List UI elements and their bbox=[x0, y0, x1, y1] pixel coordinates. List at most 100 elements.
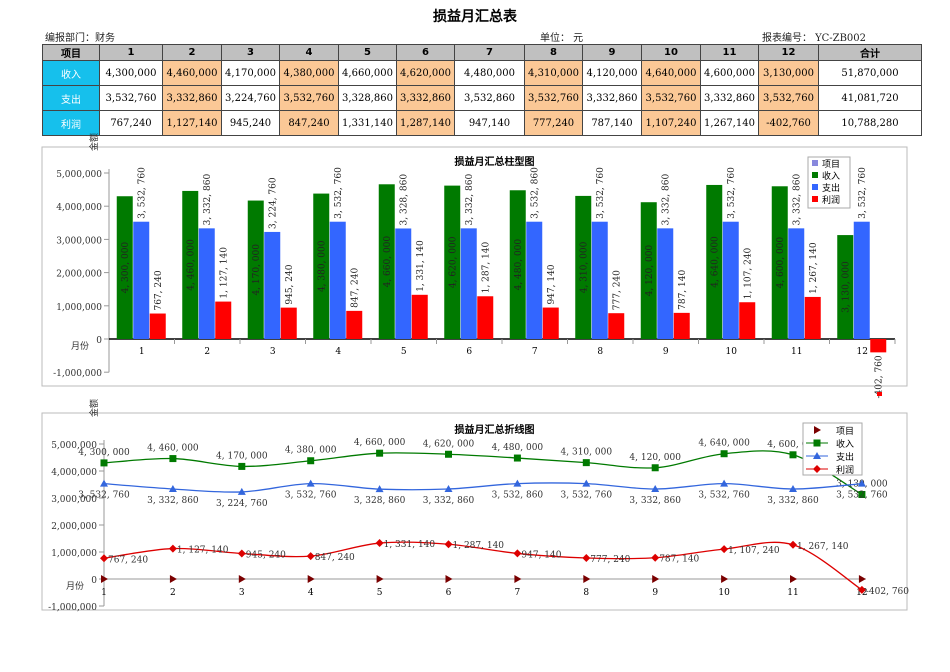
bar-利润 bbox=[739, 302, 756, 339]
legend-label: 收入 bbox=[836, 438, 854, 450]
bar-收入 bbox=[575, 195, 592, 339]
bar-data-label: 3, 332, 860 bbox=[203, 174, 213, 226]
point-利润 bbox=[306, 552, 315, 561]
chart-title: 损益月汇总折线图 bbox=[455, 423, 535, 436]
point-收入 bbox=[858, 490, 866, 498]
unit-label: 单位： 元 bbox=[540, 33, 584, 44]
bar-支出 bbox=[133, 221, 150, 339]
point-支出 bbox=[168, 485, 177, 493]
x-tick-label: 4 bbox=[335, 347, 341, 357]
line-利润 bbox=[103, 541, 863, 591]
y-tick-label: 3,000,000 bbox=[56, 236, 102, 246]
line-data-label: 3, 328, 860 bbox=[354, 496, 406, 506]
bar-支出 bbox=[460, 228, 477, 339]
table-cell: 41,081,720 bbox=[818, 85, 922, 111]
point-利润 bbox=[651, 553, 660, 562]
bar-收入 bbox=[378, 184, 395, 339]
bar-data-label: 4, 480, 000 bbox=[514, 239, 524, 291]
report-number: 报表编号： YC-ZB002 bbox=[762, 33, 867, 44]
table-cell: 3,332,860 bbox=[162, 85, 222, 111]
point-项目 bbox=[238, 575, 246, 583]
point-收入 bbox=[376, 449, 384, 457]
point-支出 bbox=[375, 485, 384, 493]
x-tick-label: 5 bbox=[377, 588, 383, 598]
point-利润 bbox=[100, 554, 108, 563]
line-data-label: 3, 332, 860 bbox=[147, 496, 199, 506]
table-row: 收入 4,300,000 4,460,000 4,170,000 4,380,000 4,… bbox=[42, 60, 922, 86]
legend-overflow-marker bbox=[877, 392, 882, 396]
bar-data-label: 3, 532, 760 bbox=[727, 167, 737, 219]
x-tick-label: 3 bbox=[239, 588, 245, 598]
point-项目 bbox=[376, 575, 384, 583]
legend-swatch bbox=[812, 160, 818, 166]
legend-label: 项目 bbox=[836, 426, 854, 437]
y-tick-label: 1,000,000 bbox=[51, 549, 97, 559]
legend-label: 支出 bbox=[836, 451, 854, 463]
bar-利润 bbox=[870, 339, 887, 353]
point-项目 bbox=[101, 575, 108, 583]
legend-swatch bbox=[812, 184, 818, 190]
table-cell: 51,870,000 bbox=[818, 60, 922, 86]
bar-data-label: 787, 140 bbox=[678, 270, 688, 310]
bar-data-label: 1, 287, 140 bbox=[481, 241, 491, 293]
legend-label: 利润 bbox=[822, 194, 840, 206]
table-cell: 4,620,000 bbox=[396, 60, 455, 86]
bar-data-label: 4, 620, 000 bbox=[448, 236, 458, 288]
point-支出 bbox=[444, 485, 453, 493]
y-tick-label: 3,000,000 bbox=[51, 495, 97, 505]
x-tick-label: 1 bbox=[139, 347, 145, 357]
table-cell: 787,140 bbox=[582, 110, 642, 136]
table-cell: 3,532,760 bbox=[758, 85, 819, 111]
bar-支出 bbox=[657, 228, 674, 339]
bar-data-label: 3, 532, 760 bbox=[858, 167, 868, 219]
point-支出 bbox=[857, 479, 866, 487]
bar-收入 bbox=[837, 235, 854, 339]
legend-marker bbox=[813, 465, 821, 473]
x-tick-label: 6 bbox=[466, 347, 472, 357]
line-data-label: 847, 240 bbox=[315, 553, 355, 563]
y-tick-label: 5,000,000 bbox=[56, 170, 102, 180]
y-tick-label: -1,000,000 bbox=[48, 603, 97, 613]
line-data-label: 4, 170, 000 bbox=[216, 451, 268, 461]
legend-marker bbox=[813, 452, 821, 459]
table-cell: 3,130,000 bbox=[758, 60, 819, 86]
point-支出 bbox=[582, 479, 591, 487]
bar-data-label: 3, 332, 860 bbox=[661, 174, 671, 226]
table-row: 支出 3,532,760 3,332,860 3,224,760 3,532,760 3,… bbox=[42, 85, 922, 111]
table-cell: 947,140 bbox=[454, 110, 525, 136]
bar-data-label: 3, 328, 860 bbox=[399, 174, 409, 226]
x-tick-label: 5 bbox=[401, 347, 407, 357]
column-header: 2 bbox=[162, 44, 222, 61]
row-label: 利润 bbox=[42, 110, 100, 136]
x-tick-label: 7 bbox=[515, 588, 521, 598]
bar-支出 bbox=[853, 221, 870, 339]
table-cell: 4,660,000 bbox=[338, 60, 397, 86]
x-tick-label: 1 bbox=[101, 588, 107, 598]
column-header: 4 bbox=[279, 44, 339, 61]
bar-利润 bbox=[673, 312, 690, 339]
x-tick-label: 10 bbox=[726, 347, 738, 357]
table-cell: 1,267,140 bbox=[700, 110, 759, 136]
y-tick-label: 2,000,000 bbox=[56, 270, 102, 280]
point-收入 bbox=[169, 455, 177, 463]
line-支出 bbox=[103, 482, 862, 493]
point-利润 bbox=[789, 540, 797, 549]
point-支出 bbox=[789, 485, 797, 493]
bar-收入 bbox=[116, 196, 133, 339]
y-tick-label: 4,000,000 bbox=[51, 468, 97, 478]
point-收入 bbox=[720, 450, 728, 458]
bar-data-label: 3, 532, 760 bbox=[334, 167, 344, 219]
table-cell: 4,310,000 bbox=[524, 60, 583, 86]
x-tick-label: 2 bbox=[204, 347, 210, 357]
point-收入 bbox=[789, 451, 797, 459]
report-title: 损益月汇总表 bbox=[433, 9, 517, 25]
x-tick-label: 9 bbox=[663, 347, 669, 357]
column-header: 10 bbox=[641, 44, 701, 61]
legend-marker bbox=[813, 439, 821, 447]
table-cell: 777,240 bbox=[524, 110, 583, 136]
x-tick-label: 6 bbox=[446, 588, 452, 598]
point-支出 bbox=[100, 479, 108, 487]
column-header: 12 bbox=[758, 44, 819, 61]
bar-收入 bbox=[706, 184, 723, 339]
point-项目 bbox=[652, 575, 660, 583]
